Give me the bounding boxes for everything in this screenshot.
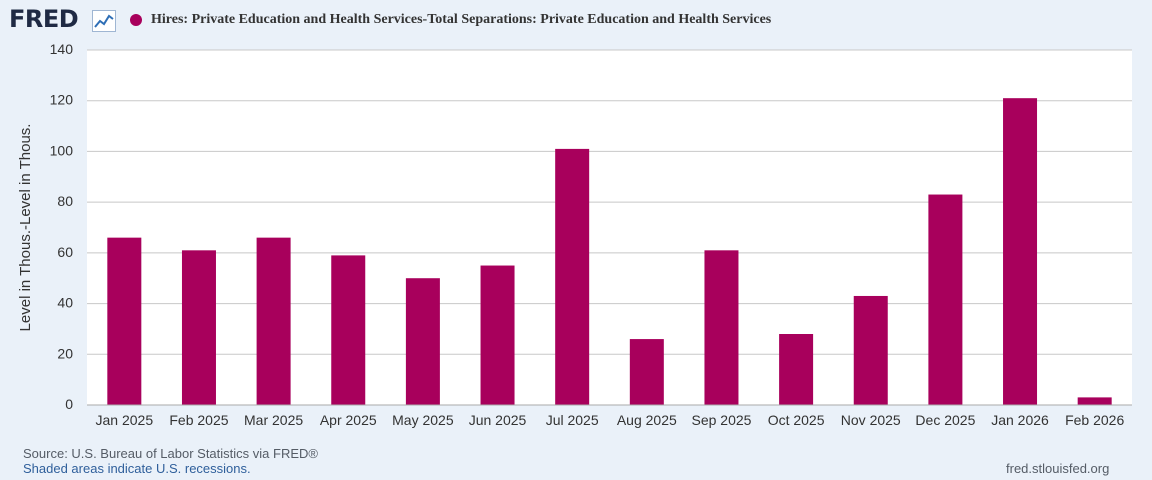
bar xyxy=(256,237,291,405)
legend-marker xyxy=(130,14,142,26)
x-tick-label: Aug 2025 xyxy=(617,412,677,428)
bar xyxy=(1003,98,1038,405)
bar xyxy=(629,339,664,405)
y-tick-label: 100 xyxy=(50,142,74,158)
bar xyxy=(107,237,142,405)
x-tick-label: Nov 2025 xyxy=(841,412,901,428)
x-tick-label: Sep 2025 xyxy=(691,412,751,428)
bar xyxy=(704,250,739,405)
x-tick-label: Jun 2025 xyxy=(469,412,527,428)
fred-logo[interactable]: FRED xyxy=(9,5,79,33)
x-tick-label: Feb 2026 xyxy=(1065,412,1124,428)
bar xyxy=(779,334,814,405)
x-tick-label: Apr 2025 xyxy=(320,412,377,428)
x-tick-label: Feb 2025 xyxy=(169,412,228,428)
bar-chart: 0 20 40 60 80 100 120 140 Jan 2025 Feb 2025 Mar 20… xyxy=(17,41,1132,428)
series-title: Hires: Private Education and Health Serv… xyxy=(151,12,772,27)
y-tick-label: 40 xyxy=(57,295,73,311)
x-tick-label: May 2025 xyxy=(392,412,454,428)
y-tick-label: 20 xyxy=(57,345,73,361)
bar xyxy=(181,250,216,405)
y-tick-label: 80 xyxy=(57,193,73,209)
bar xyxy=(853,295,888,405)
line-chart-icon xyxy=(92,10,116,32)
y-tick-label: 120 xyxy=(50,92,74,108)
source-note: Source: U.S. Bureau of Labor Statistics … xyxy=(23,446,318,461)
y-axis-label: Level in Thous.-Level in Thous. xyxy=(17,124,34,332)
y-tick-label: 60 xyxy=(57,244,73,260)
bar xyxy=(405,278,440,405)
x-tick-label: Oct 2025 xyxy=(768,412,825,428)
y-tick-label: 140 xyxy=(50,41,74,57)
x-tick-label: Jul 2025 xyxy=(546,412,599,428)
bar xyxy=(928,194,963,405)
x-tick-label: Jan 2026 xyxy=(991,412,1049,428)
x-tick-label: Mar 2025 xyxy=(244,412,303,428)
bar xyxy=(331,255,366,405)
bar xyxy=(1077,397,1112,405)
bar xyxy=(480,265,515,405)
site-url[interactable]: fred.stlouisfed.org xyxy=(1006,461,1110,476)
plot-area xyxy=(87,50,1132,405)
x-tick-label: Dec 2025 xyxy=(915,412,975,428)
chart-header: FRED Hires: Private Education and Health… xyxy=(0,0,1152,44)
y-tick-label: 0 xyxy=(65,396,73,412)
x-tick-label: Jan 2025 xyxy=(96,412,154,428)
bar xyxy=(555,148,590,405)
recessions-note[interactable]: Shaded areas indicate U.S. recessions. xyxy=(23,461,251,476)
